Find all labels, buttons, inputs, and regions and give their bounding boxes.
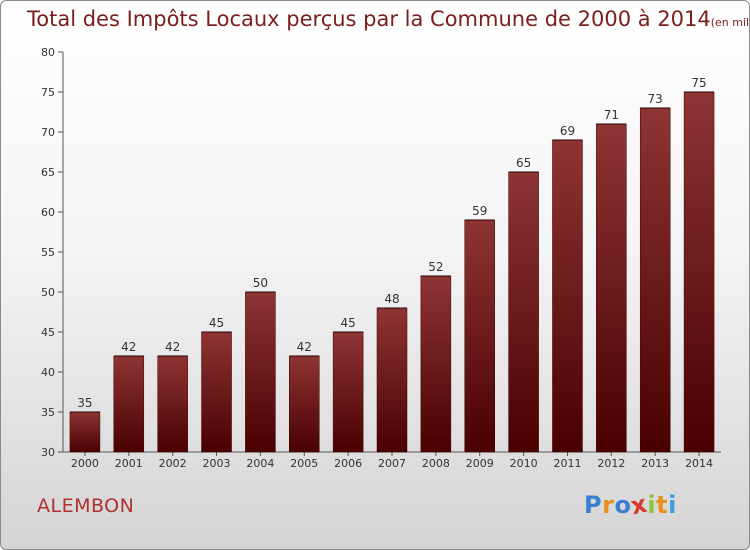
y-tick-label: 35	[41, 406, 55, 419]
x-tick-label: 2006	[334, 457, 362, 470]
x-tick-label: 2011	[553, 457, 581, 470]
bar-value-label: 50	[253, 276, 268, 290]
logo-letter: i	[668, 491, 677, 519]
x-tick-label: 2002	[159, 457, 187, 470]
y-tick-label: 70	[41, 126, 55, 139]
bar-value-label: 42	[165, 340, 180, 354]
bar-2007	[376, 307, 408, 453]
x-tick-label: 2008	[422, 457, 450, 470]
y-tick-label: 65	[41, 166, 55, 179]
bar-2005	[289, 355, 320, 453]
bars	[69, 91, 715, 453]
x-tick-label: 2013	[641, 457, 669, 470]
x-tick-label: 2014	[685, 457, 713, 470]
bar-value-label: 48	[384, 292, 399, 306]
x-tick-label: 2004	[246, 457, 274, 470]
labels: 35 2000 42 2001 42 2002 45 2003 50 2004 42 2005 45 20…	[71, 76, 713, 470]
chart-title-text: Total des Impôts Locaux perçus par la Co…	[27, 7, 711, 31]
x-tick-label: 2007	[378, 457, 406, 470]
x-tick-label: 2003	[203, 457, 231, 470]
bar-2004	[245, 291, 276, 453]
logo-letter: t	[656, 491, 669, 519]
x-tick-label: 2010	[510, 457, 538, 470]
proxiti-logo: Proxiti	[584, 490, 677, 521]
y-tick-label: 60	[41, 206, 55, 219]
commune-name: ALEMBON	[37, 495, 135, 517]
bar-value-label: 52	[428, 260, 443, 274]
y-tick-label: 40	[41, 366, 55, 379]
bar-value-label: 69	[560, 124, 575, 138]
logo-letter: o	[614, 491, 632, 519]
x-tick-label: 2005	[290, 457, 318, 470]
bar-value-label: 73	[648, 92, 663, 106]
bar-2000	[69, 411, 101, 453]
chart-subtitle: (en milliers d'€)	[710, 16, 750, 29]
bar-2014	[683, 91, 715, 453]
y-tick-label: 50	[41, 286, 55, 299]
y-tick-label: 55	[41, 246, 55, 259]
bar-2012	[596, 123, 627, 453]
bar-value-label: 42	[297, 340, 312, 354]
bar-2009	[464, 219, 495, 453]
bar-2013	[639, 107, 671, 453]
logo-letter: i	[647, 491, 657, 519]
x-tick-label: 2001	[115, 457, 143, 470]
bar-value-label: 75	[691, 76, 706, 90]
x-tick-label: 2000	[71, 457, 99, 470]
bar-value-label: 59	[472, 204, 487, 218]
bar-value-label: 35	[77, 396, 92, 410]
bar-value-label: 65	[516, 156, 531, 170]
x-tick-label: 2012	[597, 457, 625, 470]
bar-2003	[201, 331, 232, 453]
y-tick-label: 30	[41, 446, 55, 459]
bar-2001	[113, 355, 145, 453]
bar-2008	[420, 275, 452, 453]
y-tick-label: 80	[41, 46, 55, 59]
bar-value-label: 45	[340, 316, 355, 330]
bar-value-label: 42	[121, 340, 136, 354]
bar-value-label: 71	[604, 108, 619, 122]
logo-letter: r	[602, 491, 615, 519]
y-tick-label: 75	[41, 86, 55, 99]
bar-2011	[552, 139, 583, 453]
bar-value-label: 45	[209, 316, 224, 330]
chart-title: Total des Impôts Locaux perçus par la Co…	[27, 7, 750, 31]
bar-2006	[332, 331, 364, 453]
y-tick-label: 45	[41, 326, 55, 339]
bar-2010	[508, 171, 539, 453]
logo-letter: P	[584, 491, 603, 519]
bar-2002	[157, 355, 188, 453]
x-tick-label: 2009	[466, 457, 494, 470]
